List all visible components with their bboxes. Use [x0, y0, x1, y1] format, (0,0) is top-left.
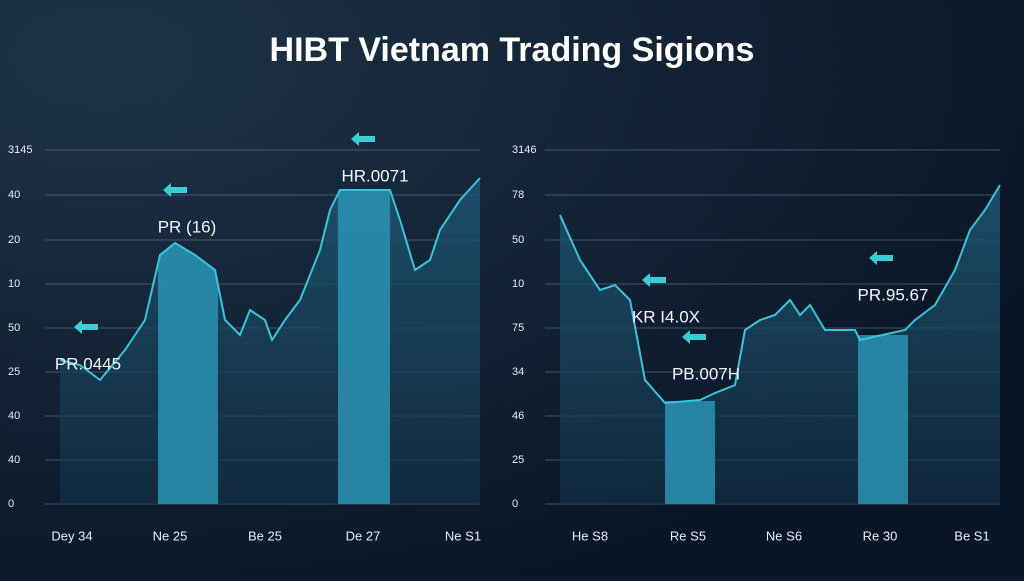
- signal-icon: [351, 132, 375, 146]
- highlight-bar: [858, 335, 908, 504]
- y-label: 10: [512, 278, 524, 290]
- x-label: Re S5: [670, 528, 706, 543]
- x-label: De 27: [346, 528, 381, 543]
- signal-icon: [869, 251, 893, 265]
- line: [559, 184, 1001, 405]
- y-label: 25: [8, 366, 20, 378]
- y-label: 0: [512, 498, 518, 510]
- signal-icon: [682, 330, 706, 344]
- signal-icon: [163, 183, 187, 197]
- x-label: He S8: [572, 528, 608, 543]
- x-label: Re 30: [863, 528, 898, 543]
- annotation: PR (16): [158, 217, 217, 236]
- x-label: Be S1: [954, 528, 989, 543]
- annotation: HR.0071: [341, 166, 408, 185]
- x-label: Dey 34: [51, 528, 92, 543]
- x-label: Ne S1: [445, 528, 481, 543]
- y-label: 75: [512, 322, 524, 334]
- x-label: Be 25: [248, 528, 282, 543]
- annotation: PR.95.67: [858, 285, 929, 304]
- annotation: PR.0445: [55, 354, 121, 373]
- x-label: Ne S6: [766, 528, 802, 543]
- y-label: 50: [8, 322, 20, 334]
- y-label: 20: [8, 234, 20, 246]
- highlight-bar: [158, 243, 218, 504]
- x-label: Ne 25: [153, 528, 188, 543]
- signal-icon: [74, 320, 98, 334]
- y-label: 10: [8, 278, 20, 290]
- line: [59, 177, 481, 382]
- signal-icon: [642, 273, 666, 287]
- title: HIBT Vietnam Trading Sigions: [270, 31, 755, 69]
- highlight-bar: [665, 401, 715, 504]
- y-label: 3145: [8, 144, 32, 156]
- labels: 3145 40 20 10 50 25 40 40 0 Dey 34 Ne 25 Be 25 De 27…: [8, 144, 990, 544]
- y-label: 34: [512, 366, 524, 378]
- highlight-bar: [338, 190, 390, 504]
- annotation: PB.007H: [672, 364, 740, 383]
- y-label: 50: [512, 234, 524, 246]
- y-label: 25: [512, 454, 524, 466]
- y-label: 3146: [512, 144, 536, 156]
- annotation: KR I4.0X: [632, 307, 700, 326]
- y-label: 46: [512, 410, 524, 422]
- y-label: 40: [8, 189, 20, 201]
- icons: [74, 132, 893, 344]
- y-label: 0: [8, 498, 14, 510]
- y-label: 40: [8, 454, 20, 466]
- y-label: 78: [512, 189, 524, 201]
- y-label: 40: [8, 410, 20, 422]
